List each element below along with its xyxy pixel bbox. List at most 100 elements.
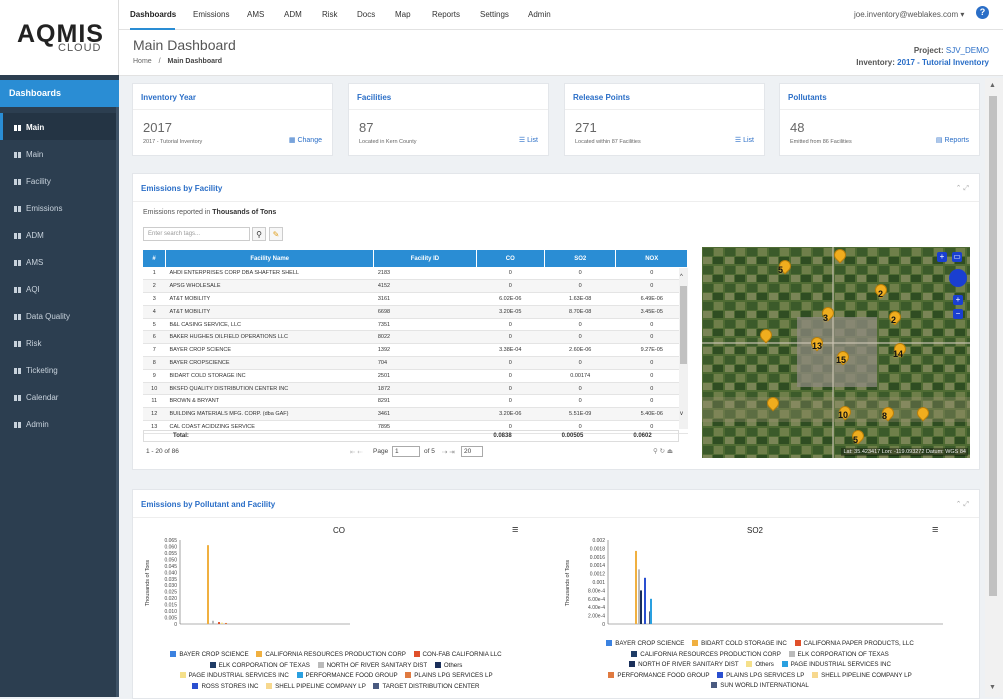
table-row[interactable]: 3 AT&T MOBILITY 3161 6.02E-06 1.63E-08 6.49E-…	[143, 292, 688, 306]
table-scrollbar[interactable]: ^ v	[679, 268, 688, 429]
nav-reports[interactable]: Reports	[432, 10, 461, 19]
chart-bar[interactable]	[638, 569, 640, 624]
breadcrumb-home[interactable]: Home	[133, 58, 152, 65]
chart-bar[interactable]	[225, 622, 227, 624]
column-header[interactable]: NOX	[615, 250, 688, 267]
table-row[interactable]: 12 BUILDING MATERIALS MFG. CORP. (dba GAF…	[143, 407, 688, 422]
table-tools-icon[interactable]: ⚲ ↻ ⏏	[653, 448, 673, 455]
table-scroll-down-icon[interactable]: v	[680, 411, 683, 417]
cluster-label[interactable]: 3	[823, 313, 829, 323]
legend-item[interactable]: BIDART COLD STORAGE INC	[686, 640, 787, 647]
column-header[interactable]: SO2	[544, 250, 617, 267]
table-scroll-up-icon[interactable]: ^	[680, 274, 683, 280]
nav-settings[interactable]: Settings	[480, 10, 509, 19]
sidebar-item-ams[interactable]: AMS	[0, 248, 116, 275]
scroll-down-icon[interactable]: ▼	[989, 684, 996, 691]
chart-bar[interactable]	[207, 545, 209, 624]
sidebar-item-emissions[interactable]: Emissions	[0, 194, 116, 221]
legend-item[interactable]: Others	[740, 661, 774, 668]
first-page-icon[interactable]: ⇤ ⇠	[350, 449, 363, 456]
chart-bar[interactable]	[635, 550, 637, 624]
cluster-label[interactable]: 10	[838, 410, 849, 420]
legend-item[interactable]: CALIFORNIA PAPER PRODUCTS, LLC	[789, 640, 914, 647]
search-icon[interactable]: ⚲	[252, 227, 266, 241]
facility-map[interactable]: 5 2 3 2 13 15 14 10 8 5 + ▭ + − Lat: 35.423417 Lo…	[702, 247, 970, 458]
sidebar-item-aqi[interactable]: AQI	[0, 275, 116, 302]
nav-docs[interactable]: Docs	[357, 10, 376, 19]
cluster-label[interactable]: 14	[893, 349, 904, 359]
legend-item[interactable]: BAYER CROP SCIENCE	[600, 640, 684, 647]
panel-collapse-icon[interactable]: ⌃ ⤢	[955, 185, 969, 192]
main-scrollbar[interactable]: ▲ ▼	[985, 78, 1003, 697]
sidebar-item-risk[interactable]: Risk	[0, 329, 116, 356]
map-fullscreen-icon[interactable]: ▭	[952, 252, 962, 262]
card-action-link[interactable]: ▦ Change	[288, 137, 322, 144]
nav-emissions[interactable]: Emissions	[193, 10, 230, 19]
sidebar-item-facility[interactable]: Facility	[0, 167, 116, 194]
table-row[interactable]: 10 BKSFD QUALITY DISTRIBUTION CENTER INC 1…	[143, 382, 688, 396]
scroll-up-icon[interactable]: ▲	[989, 82, 996, 89]
sidebar-item-admin[interactable]: Admin	[0, 410, 116, 437]
sidebar-item-main[interactable]: Main	[0, 113, 116, 140]
legend-item[interactable]: CON-FAB CALIFORNIA LLC	[408, 651, 502, 658]
chart-bar[interactable]	[221, 622, 223, 624]
user-menu[interactable]: joe.inventory@weblakes.com ▾	[854, 10, 965, 19]
legend-item[interactable]: SHELL PIPELINE COMPANY LP	[260, 682, 366, 690]
sidebar-scrollbar[interactable]	[116, 107, 119, 697]
help-icon[interactable]: ?	[976, 6, 989, 19]
sidebar-item-calendar[interactable]: Calendar	[0, 383, 116, 410]
nav-map[interactable]: Map	[395, 10, 411, 19]
table-row[interactable]: 8 BAYER CROPSCIENCE 704 0 0 0	[143, 356, 688, 370]
chart-bar[interactable]	[212, 620, 214, 624]
legend-item[interactable]: PERFORMANCE FOOD GROUP	[602, 671, 709, 679]
sidebar-header[interactable]: Dashboards	[0, 80, 119, 107]
legend-item[interactable]: NORTH OF RIVER SANITARY DIST	[312, 661, 427, 669]
legend-item[interactable]: CALIFORNIA RESOURCES PRODUCTION CORP	[250, 651, 406, 658]
clear-filter-icon[interactable]: ✎	[269, 227, 283, 241]
legend-item[interactable]: TARGET DISTRIBUTION CENTER	[367, 682, 480, 690]
nav-adm[interactable]: ADM	[284, 10, 302, 19]
logo[interactable]: AQMIS CLOUD	[0, 0, 119, 75]
page-size-select[interactable]: 20	[461, 446, 483, 457]
legend-item[interactable]: ELK CORPORATION OF TEXAS	[204, 661, 310, 669]
zoom-in-icon[interactable]: +	[953, 295, 963, 305]
chart-bar[interactable]	[640, 590, 642, 624]
nav-admin[interactable]: Admin	[528, 10, 551, 19]
chart-bar[interactable]	[644, 577, 646, 624]
card-action-link[interactable]: ▤ Reports	[935, 137, 969, 144]
chart-menu-icon[interactable]: ≡	[932, 524, 939, 536]
column-header[interactable]: Facility Name	[165, 250, 375, 267]
zoom-out-icon[interactable]: −	[953, 309, 963, 319]
sidebar-item-data-quality[interactable]: Data Quality	[0, 302, 116, 329]
chart-bar[interactable]	[218, 622, 220, 624]
table-row[interactable]: 7 BAYER CROP SCIENCE 1392 3.38E-04 2.60E-06 9…	[143, 343, 688, 358]
sidebar-item-ticketing[interactable]: Ticketing	[0, 356, 116, 383]
table-row[interactable]: 4 AT&T MOBILITY 6698 3.20E-05 8.70E-08 3.45E-…	[143, 305, 688, 319]
legend-item[interactable]: BAYER CROP SCIENCE	[164, 651, 249, 658]
table-row[interactable]: 1 AHDI ENTERPRISES CORP DBA SHAFTER SHELL…	[143, 267, 688, 281]
legend-item[interactable]: ROSS STORES INC	[186, 682, 258, 690]
legend-item[interactable]: SUN WORLD INTERNATIONAL	[705, 682, 809, 689]
legend-item[interactable]: SHELL PIPELINE COMPANY LP	[806, 671, 912, 679]
legend-item[interactable]: CALIFORNIA RESOURCES PRODUCTION CORP	[625, 650, 781, 658]
column-header[interactable]: CO	[476, 250, 545, 267]
cluster-label[interactable]: 2	[891, 315, 897, 325]
legend-item[interactable]: PAGE INDUSTRIAL SERVICES INC	[174, 672, 289, 679]
nav-ams[interactable]: AMS	[247, 10, 265, 19]
table-row[interactable]: 11 BROWN & BRYANT 8291 0 0 0	[143, 394, 688, 409]
cluster-label[interactable]: 2	[878, 289, 884, 299]
chart-bar[interactable]	[650, 598, 652, 624]
nav-dashboards[interactable]: Dashboards	[130, 10, 177, 19]
cluster-label[interactable]: 15	[836, 355, 847, 365]
legend-item[interactable]: NORTH OF RIVER SANITARY DIST	[623, 661, 739, 668]
page-input[interactable]: 1	[392, 446, 420, 457]
column-header[interactable]: Facility ID	[373, 250, 477, 267]
scrollbar-thumb[interactable]	[989, 96, 997, 596]
table-row[interactable]: 9 BIDART COLD STORAGE INC 2501 0 0.00174 0	[143, 369, 688, 383]
cluster-label[interactable]: 5	[778, 265, 784, 275]
legend-item[interactable]: PLAINS LPG SERVICES LP	[711, 671, 804, 679]
next-page-icon[interactable]: ⇢ ⇥	[442, 449, 455, 456]
legend-item[interactable]: PERFORMANCE FOOD GROUP	[291, 672, 398, 679]
card-action-link[interactable]: ☰ List	[518, 137, 538, 144]
column-header[interactable]: #	[143, 250, 166, 267]
